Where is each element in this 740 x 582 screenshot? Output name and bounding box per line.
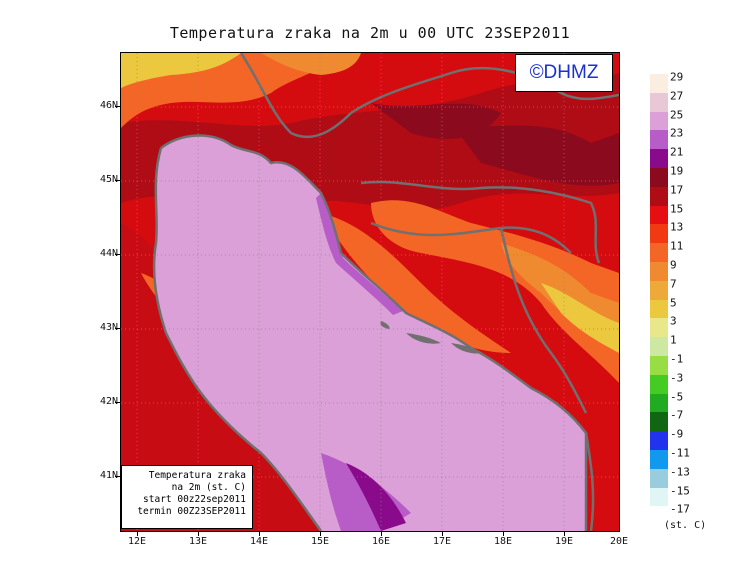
info-line-4: termin 00Z23SEP2011 [137,506,246,517]
legend-swatch [650,92,668,112]
legend-label: -1 [670,352,684,366]
lat-tick [115,476,120,477]
lon-tick [320,531,321,536]
legend-label: 11 [670,239,684,253]
lon-label: 12E [127,536,147,547]
legend-swatch [650,393,668,413]
legend-label: -5 [670,390,684,404]
lon-tick [259,531,260,536]
info-line-1: Temperatura zraka [148,470,246,481]
legend-swatch [650,431,668,450]
lon-label: 15E [310,536,330,547]
legend-swatch [650,318,668,338]
legend-label: 23 [670,126,684,140]
legend-swatch [650,149,668,168]
lon-label: 19E [554,536,574,547]
lat-tick [115,180,120,181]
lat-tick [115,106,120,107]
lat-label: 45N [99,174,118,185]
legend-swatch [650,299,668,319]
legend-label: 19 [670,164,684,178]
lat-label: 41N [99,470,118,481]
legend-label: -11 [670,446,690,460]
legend-swatch [650,468,668,488]
legend-label: 25 [670,108,684,122]
info-line-2: na 2m (st. C) [171,482,246,493]
lon-tick [564,531,565,536]
temperature-map [120,52,620,532]
legend-swatch [650,487,668,507]
lat-tick [115,328,120,329]
lon-tick [503,531,504,536]
legend-label: 29 [670,70,684,84]
lon-tick [442,531,443,536]
legend-swatch [650,167,668,187]
map-title: Temperatura zraka na 2m u 00 UTC 23SEP20… [169,24,571,42]
legend-label: 1 [670,333,677,347]
legend-label: 17 [670,183,684,197]
color-legend [650,74,668,507]
legend-swatch [650,111,668,131]
legend-swatch [650,374,668,394]
legend-label: -7 [670,408,684,422]
legend-swatch [650,243,668,262]
info-box: Temperatura zraka na 2m (st. C) start 00… [121,465,253,529]
legend-label: -17 [670,502,690,516]
lon-label: 13E [188,536,208,547]
lat-label: 44N [99,248,118,259]
lon-label: 18E [493,536,513,547]
info-line-3: start 00z22sep2011 [143,494,246,505]
lon-label: 20E [609,536,629,547]
lat-tick [115,402,120,403]
legend-swatch [650,130,668,150]
legend-swatch [650,337,668,356]
legend-label: -13 [670,465,690,479]
dhmz-logo: ©DHMZ [515,54,613,92]
lat-tick [115,254,120,255]
legend-label: -15 [670,484,690,498]
legend-label: 21 [670,145,684,159]
legend-label: 15 [670,202,684,216]
legend-units: (st. C) [664,520,707,531]
lat-label: 42N [99,396,118,407]
lon-label: 16E [371,536,391,547]
lat-label: 43N [99,322,118,333]
lon-label: 17E [432,536,452,547]
lon-label: 14E [249,536,269,547]
legend-swatch [650,74,668,93]
legend-label: 5 [670,296,677,310]
legend-swatch [650,205,668,225]
lon-tick [198,531,199,536]
legend-swatch [650,186,668,206]
legend-swatch [650,280,668,300]
legend-swatch [650,412,668,432]
legend-label: 27 [670,89,684,103]
lat-label: 46N [99,100,118,111]
legend-label: 7 [670,277,677,291]
legend-label: -9 [670,427,684,441]
legend-label: 9 [670,258,677,272]
legend-swatch [650,449,668,469]
lon-tick [381,531,382,536]
legend-label: 3 [670,314,677,328]
lon-tick [137,531,138,536]
legend-label: -3 [670,371,684,385]
legend-swatch [650,261,668,281]
legend-label: 13 [670,220,684,234]
legend-swatch [650,224,668,244]
legend-swatch [650,355,668,375]
